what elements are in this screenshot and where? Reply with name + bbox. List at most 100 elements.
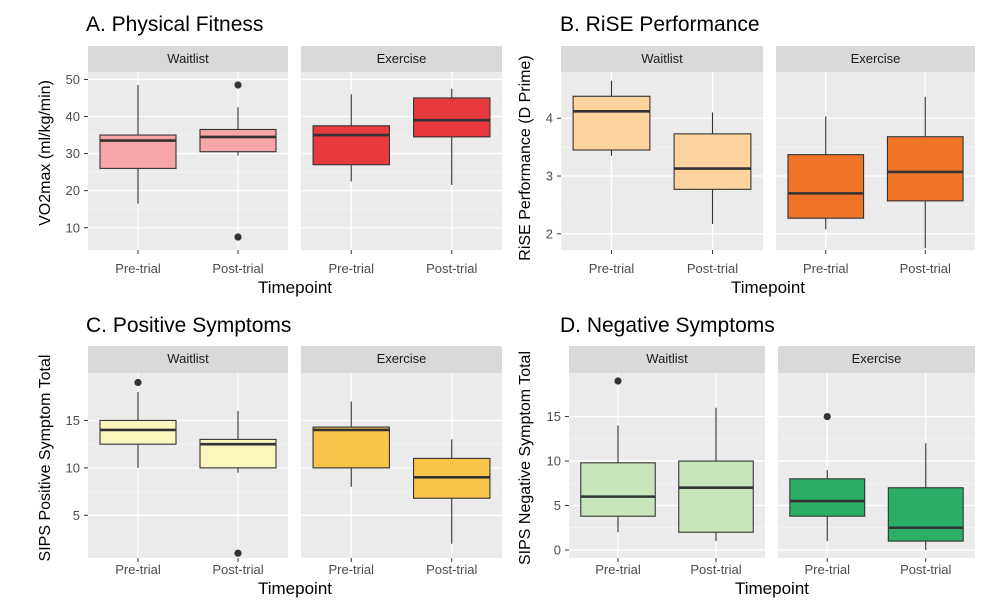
facet-label: Waitlist <box>646 351 688 366</box>
facet-strip <box>301 46 502 72</box>
y-tick-label: 15 <box>66 413 80 428</box>
facet-label: Waitlist <box>641 51 683 66</box>
y-tick-label: 2 <box>546 226 553 241</box>
x-tick-label: Pre-trial <box>589 261 635 276</box>
facet-strip <box>778 346 975 373</box>
box-iqr <box>99 419 177 445</box>
x-tick-label: Pre-trial <box>115 261 161 276</box>
facet-label: Waitlist <box>167 351 209 366</box>
y-tick-label: 10 <box>66 220 80 235</box>
outlier-point <box>823 412 831 421</box>
y-tick-label: 5 <box>554 498 561 513</box>
facet-panel: Waitlist Pre-trial Post-trial <box>88 346 288 577</box>
facet-strip <box>88 346 288 373</box>
facet-strip <box>776 46 975 72</box>
x-tick-label: Pre-trial <box>803 261 849 276</box>
outlier-point <box>614 377 622 385</box>
facet-panel: Waitlist Pre-trial Post-trial <box>88 46 288 276</box>
box-iqr <box>787 154 865 219</box>
chart-4: D. Negative Symptoms Waitlist Pre-trial Pos… <box>517 314 975 598</box>
box-pre-trial <box>572 80 651 156</box>
facet-panel: Exercise Pre-trial Post-trial <box>301 346 502 577</box>
box-post-trial <box>673 112 752 224</box>
box-pre-trial <box>789 412 866 542</box>
facet-panel: Exercise Pre-trial Post-trial <box>776 46 975 276</box>
facet-panel: Exercise Pre-trial Post-trial <box>301 46 502 276</box>
chart-title: C. Positive Symptoms <box>86 314 291 337</box>
facet-strip <box>88 46 288 72</box>
facet-panel: Waitlist Pre-trial Post-trial <box>569 346 765 577</box>
x-tick-label: Pre-trial <box>804 562 850 577</box>
y-axis-label: VO2max (ml/kg/min) <box>37 80 54 226</box>
chart-2: B. RiSE Performance Waitlist Pre-trial Post… <box>517 13 975 297</box>
box-pre-trial <box>312 94 390 182</box>
x-tick-label: Pre-trial <box>595 562 641 577</box>
box-post-trial <box>887 443 964 550</box>
x-tick-label: Pre-trial <box>115 562 161 577</box>
y-tick-label: 0 <box>554 542 561 557</box>
facet-label: Exercise <box>851 51 901 66</box>
chart-title: B. RiSE Performance <box>560 13 760 36</box>
box-iqr <box>886 136 964 202</box>
y-axis-label: SIPS Positive Symptom Total <box>37 355 54 562</box>
outlier-point <box>234 233 242 241</box>
x-axis-label: Timepoint <box>731 278 805 297</box>
box-post-trial <box>199 81 277 241</box>
y-tick-label: 5 <box>73 508 80 523</box>
box-pre-trial <box>312 401 390 487</box>
y-tick-label: 50 <box>66 72 80 87</box>
facet-panel: Waitlist Pre-trial Post-trial <box>561 46 763 276</box>
box-iqr <box>572 95 651 151</box>
box-iqr <box>312 426 390 469</box>
x-tick-label: Post-trial <box>900 261 951 276</box>
facet-label: Exercise <box>852 351 902 366</box>
box-post-trial <box>886 96 964 249</box>
facet-strip <box>569 346 765 373</box>
box-pre-trial <box>580 377 656 533</box>
box-post-trial <box>413 439 491 544</box>
box-pre-trial <box>99 378 177 468</box>
outlier-point <box>234 81 242 89</box>
y-tick-label: 40 <box>66 109 80 124</box>
box-pre-trial <box>99 84 177 204</box>
box-iqr <box>678 460 754 533</box>
x-tick-label: Post-trial <box>426 261 477 276</box>
box-iqr <box>789 478 866 517</box>
x-tick-label: Pre-trial <box>328 261 374 276</box>
x-axis-label: Timepoint <box>258 278 332 297</box>
box-post-trial <box>413 88 491 186</box>
facet-panel: Exercise Pre-trial Post-trial <box>778 346 975 577</box>
y-tick-label: 30 <box>66 146 80 161</box>
outlier-point <box>134 378 142 387</box>
box-post-trial <box>199 410 277 557</box>
box-iqr <box>312 125 390 166</box>
x-axis-label: Timepoint <box>735 579 809 598</box>
box-iqr <box>199 128 277 153</box>
x-axis-label: Timepoint <box>258 579 332 598</box>
chart-title: A. Physical Fitness <box>86 13 263 36</box>
box-pre-trial <box>787 116 865 230</box>
y-tick-label: 4 <box>546 111 553 126</box>
y-tick-label: 10 <box>66 460 80 475</box>
y-tick-label: 3 <box>546 169 553 184</box>
x-tick-label: Post-trial <box>212 261 263 276</box>
chart-title: D. Negative Symptoms <box>560 314 775 337</box>
x-tick-label: Pre-trial <box>328 562 374 577</box>
facet-strip <box>301 346 502 373</box>
x-tick-label: Post-trial <box>426 562 477 577</box>
box-post-trial <box>678 407 754 542</box>
x-tick-label: Post-trial <box>900 562 951 577</box>
x-tick-label: Post-trial <box>690 562 741 577</box>
y-tick-label: 10 <box>547 454 561 469</box>
y-axis-label: SIPS Negative Symptom Total <box>517 351 534 565</box>
box-iqr <box>580 462 656 517</box>
box-iqr <box>413 97 491 138</box>
y-tick-label: 15 <box>547 409 561 424</box>
facet-strip <box>561 46 763 72</box>
chart-1: A. Physical Fitness Waitlist Pre-trial Post… <box>37 13 502 297</box>
facet-label: Waitlist <box>167 51 209 66</box>
y-tick-label: 20 <box>66 183 80 198</box>
chart-3: C. Positive Symptoms Waitlist Pre-trial Pos… <box>37 314 502 598</box>
facet-label: Exercise <box>377 51 427 66</box>
